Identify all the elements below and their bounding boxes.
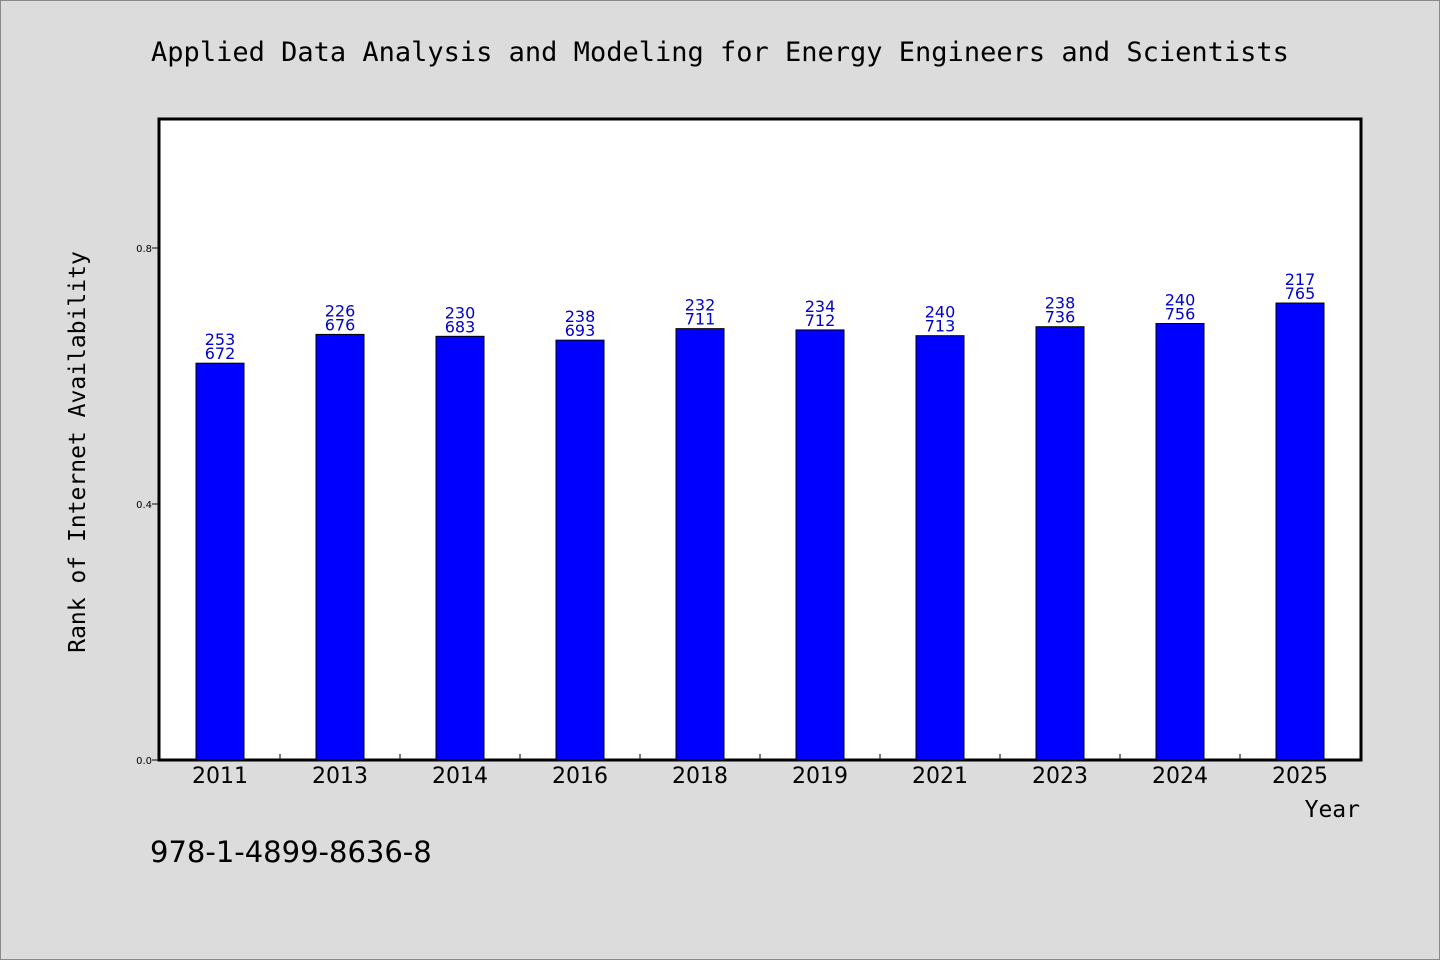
bar-data-label: 676	[325, 315, 356, 334]
isbn-code: 978-1-4899-8636-8	[150, 835, 432, 869]
bar-data-label: 234	[805, 297, 836, 316]
bar	[795, 329, 845, 761]
bar	[315, 333, 365, 761]
bar	[1155, 323, 1205, 761]
bar-data-label: 683	[445, 317, 476, 336]
bar-data-label: 232	[685, 296, 716, 315]
bar-data-label: 238	[1045, 294, 1076, 313]
bar	[555, 339, 605, 761]
bar-data-label: 240	[1165, 291, 1196, 310]
bar-data-label: 253	[205, 330, 236, 349]
bar-data-label: 711	[685, 310, 716, 329]
bar-data-label: 238	[565, 307, 596, 326]
bar	[915, 335, 965, 761]
x-tick-label: 2023	[1032, 764, 1088, 789]
x-axis-ticks: 2011 2013 2014 2016 2018 2019 2021 2023 2024 2025	[192, 754, 1328, 789]
chart-title: Applied Data Analysis and Modeling for E…	[151, 37, 1289, 68]
y-tick-label: 0.8	[136, 244, 152, 255]
x-tick-label: 2024	[1152, 764, 1208, 789]
bar-data-label: 736	[1045, 308, 1076, 327]
bar	[435, 335, 485, 761]
bar-data-label: 712	[805, 311, 836, 330]
y-axis-label: Rank of Internet Availability	[65, 251, 91, 653]
bar-data-label: 756	[1165, 305, 1196, 324]
bar	[1035, 326, 1085, 761]
bar-data-label: 226	[325, 301, 356, 320]
bar-data-label: 693	[565, 321, 596, 340]
bar-data-label: 240	[925, 303, 956, 322]
bar	[195, 362, 245, 761]
y-axis-ticks: 0.0 0.4 0.8	[136, 244, 160, 767]
bar-data-label: 230	[445, 303, 476, 322]
bar-data-label: 713	[925, 317, 956, 336]
bar-data-label: 672	[205, 344, 236, 363]
bar	[675, 328, 725, 761]
x-tick-label: 2016	[552, 764, 608, 789]
x-tick-label: 2018	[672, 764, 728, 789]
bar-data-label: 765	[1285, 284, 1316, 303]
x-tick-label: 2011	[192, 764, 248, 789]
x-tick-label: 2019	[792, 764, 848, 789]
x-tick-label: 2013	[312, 764, 368, 789]
y-tick-label: 0.0	[136, 756, 152, 767]
bar-data-label: 217	[1285, 270, 1316, 289]
bar	[1275, 302, 1325, 761]
y-tick-label: 0.4	[136, 500, 152, 511]
x-tick-label: 2014	[432, 764, 488, 789]
x-tick-label: 2025	[1272, 764, 1328, 789]
bars-group	[195, 302, 1325, 761]
x-axis-label: Year	[1305, 797, 1360, 823]
x-tick-label: 2021	[912, 764, 968, 789]
